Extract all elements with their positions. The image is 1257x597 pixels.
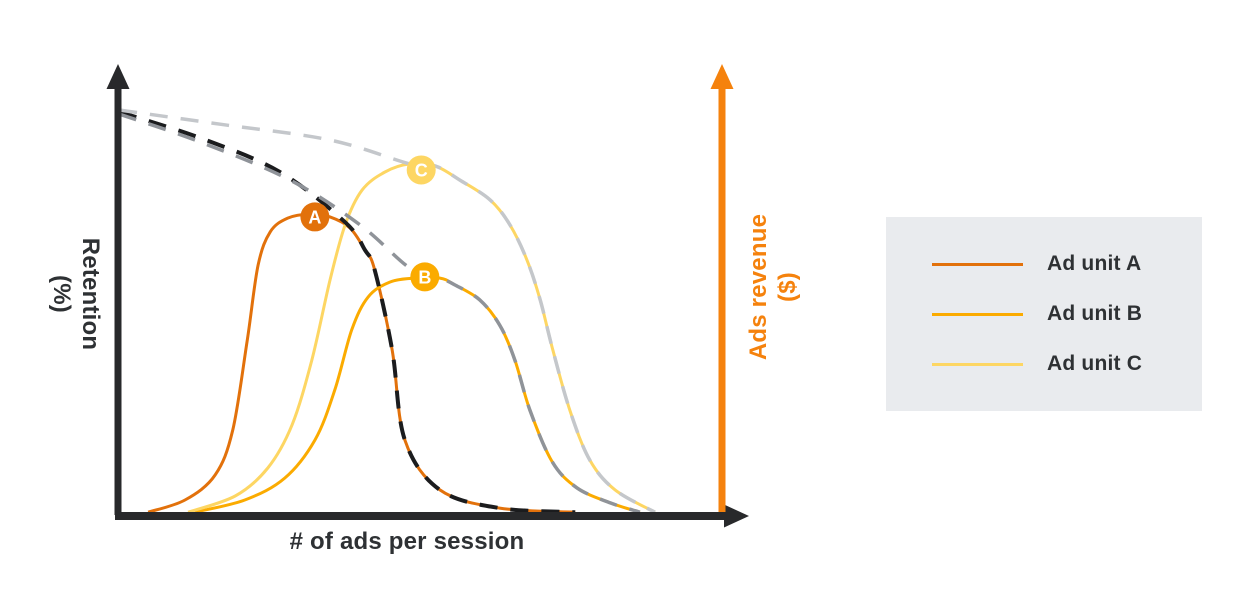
marker-c-label: C xyxy=(415,160,428,180)
marker-b-label: B xyxy=(418,267,431,287)
y-axis-right-arrowhead-icon xyxy=(710,64,734,89)
legend-item-a: Ad unit A xyxy=(932,249,1202,279)
x-axis-label: # of ads per session xyxy=(289,528,525,555)
x-axis-arrowhead-icon xyxy=(724,504,749,528)
marker-a-label: A xyxy=(308,207,321,227)
y-axis-left-label-line2: (%) xyxy=(47,275,75,313)
marker-c xyxy=(406,155,436,185)
legend-label-c: Ad unit C xyxy=(1047,352,1143,375)
y-axis-right-label-line2: ($) xyxy=(774,272,802,302)
retention-curve-c xyxy=(118,108,656,514)
legend: Ad unit A Ad unit B Ad unit C xyxy=(886,217,1202,411)
y-axis-right-label: Ads revenue ($) xyxy=(744,201,808,373)
legend-swatch-a xyxy=(932,262,1023,266)
legend-item-b: Ad unit B xyxy=(932,299,1202,329)
legend-swatch-c xyxy=(932,362,1023,366)
retention-curve-a xyxy=(118,110,576,515)
axes-layer xyxy=(106,64,749,528)
legend-label-b: Ad unit B xyxy=(1047,302,1143,325)
markers-layer: A B C xyxy=(300,155,440,292)
y-axis-left-label: Retention (%) xyxy=(45,223,105,365)
legend-swatch-b xyxy=(932,312,1023,316)
legend-item-c: Ad unit C xyxy=(932,349,1202,379)
revenue-curve-c xyxy=(187,161,656,514)
marker-a xyxy=(300,202,330,232)
marker-b xyxy=(410,262,440,292)
legend-label-a: Ad unit A xyxy=(1047,252,1142,275)
revenue-curve-a xyxy=(147,212,576,514)
y-axis-left-label-line1: Retention xyxy=(77,237,104,351)
y-axis-left-arrowhead-icon xyxy=(106,64,130,89)
curves-layer xyxy=(118,108,656,515)
y-axis-right-label-line1: Ads revenue xyxy=(745,213,772,361)
